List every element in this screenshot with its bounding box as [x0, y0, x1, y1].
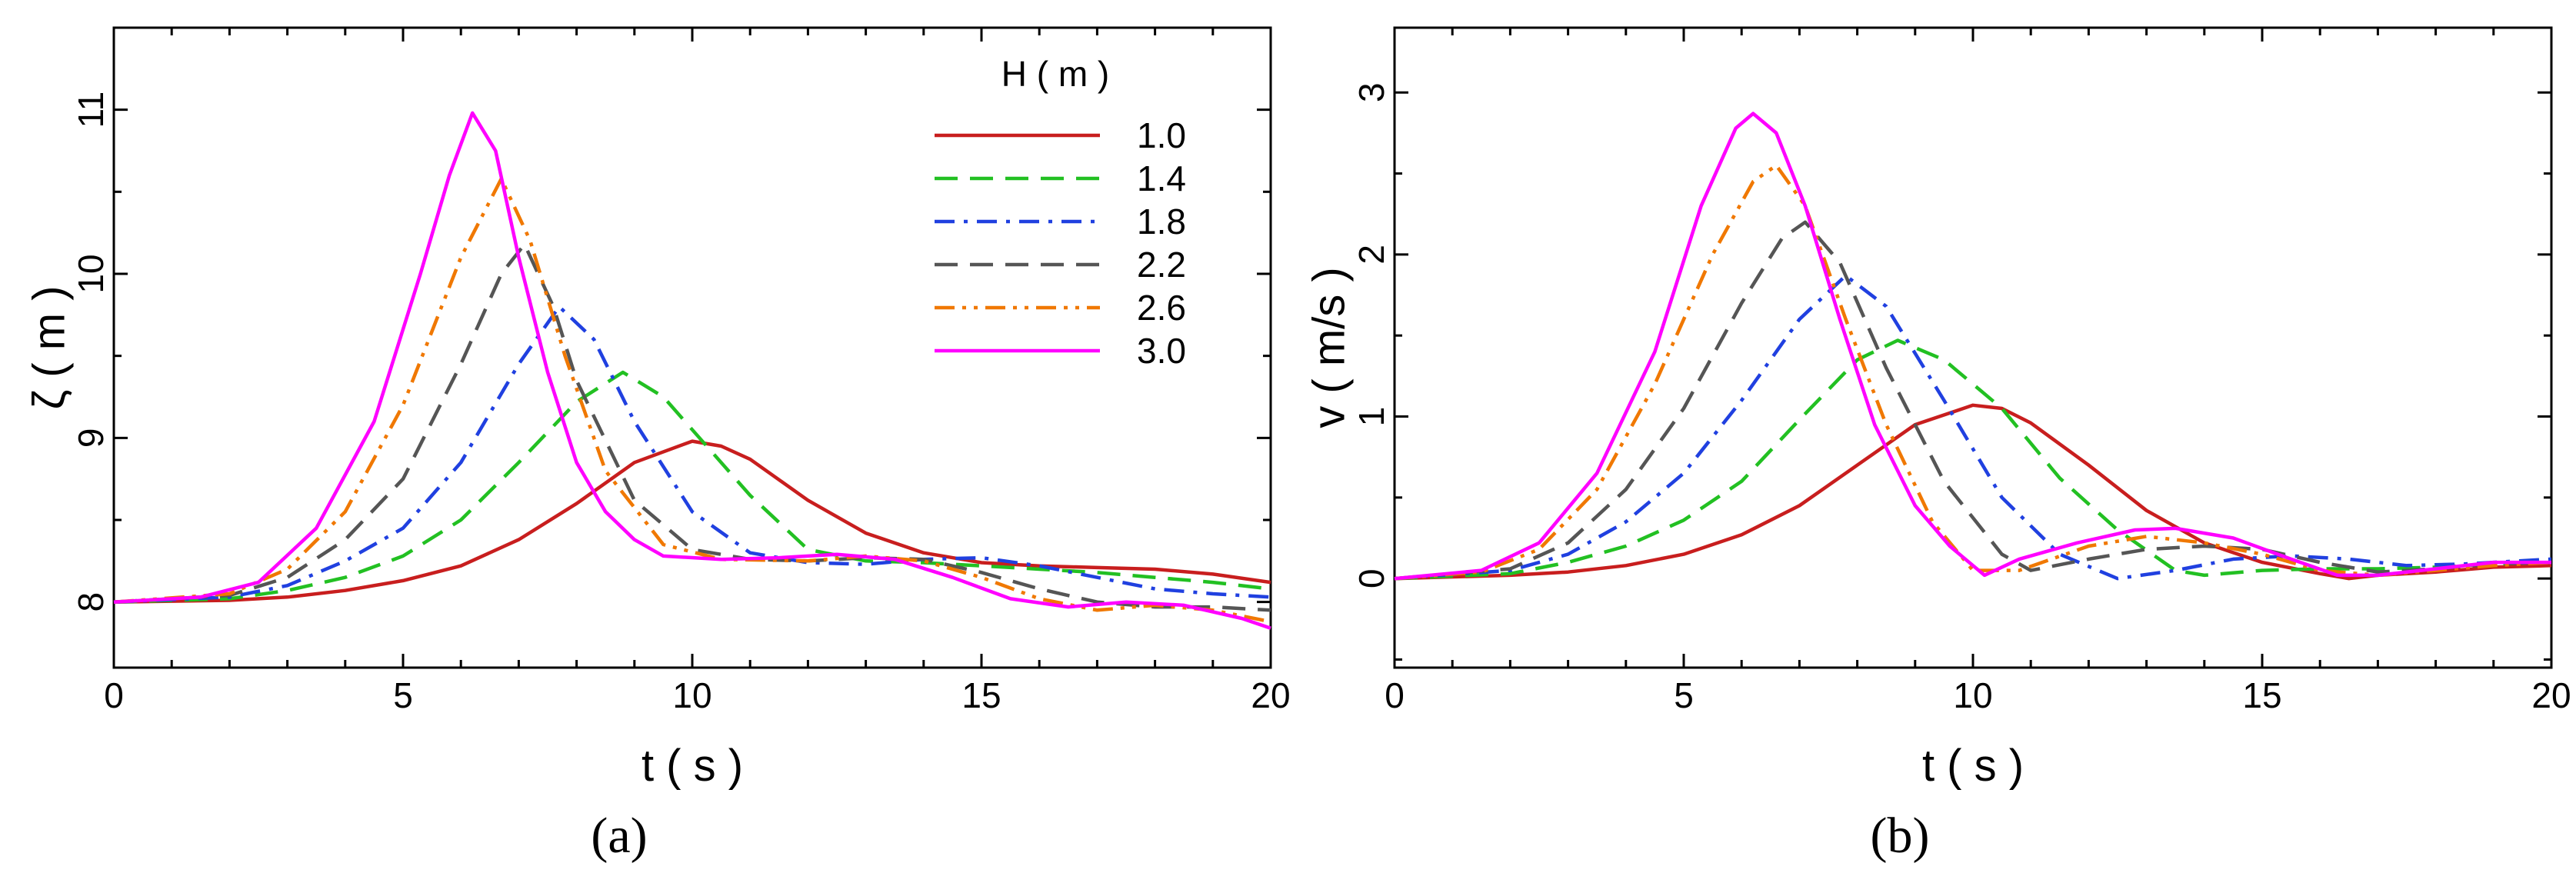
y-tick-label: 2 [1351, 245, 1391, 265]
panel-label: (a) [591, 808, 647, 864]
panel-label: (b) [1871, 808, 1930, 864]
x-tick-label: 0 [104, 675, 124, 715]
y-tick-label: 8 [71, 592, 111, 612]
legend-title: H ( m ) [1001, 54, 1110, 94]
series-line-H-2.6 [113, 177, 1271, 624]
y-axis-title: ζ ( m ) [25, 286, 75, 410]
series-line-H-2.2 [113, 242, 1271, 612]
y-tick-label: 10 [71, 254, 111, 293]
x-tick-label: 20 [2531, 675, 2571, 715]
y-tick-label: 9 [71, 428, 111, 448]
y-tick-label: 11 [71, 92, 111, 128]
x-axis-title: t ( s ) [1922, 741, 2024, 791]
x-tick-label: 5 [1674, 675, 1694, 715]
x-tick-label: 20 [1251, 675, 1290, 715]
legend-label: 3.0 [1137, 331, 1186, 371]
series-line-H-2.2 [1394, 220, 2552, 581]
series-line-H-1.0 [113, 439, 1271, 604]
panel-b-chart: 0 5 10 15 20 0 1 2 3 t ( s ) v ( m/s ) (b) [1305, 26, 2571, 864]
legend-label: 2.2 [1137, 245, 1186, 285]
x-tick-label: 0 [1385, 675, 1405, 715]
y-tick-label: 3 [1351, 82, 1391, 102]
x-tick-label: 10 [1953, 675, 1992, 715]
series-line-H-3.0 [1394, 112, 2551, 581]
legend-label: 2.6 [1137, 288, 1186, 328]
x-tick-label: 15 [2242, 675, 2281, 715]
legend-label: 1.0 [1137, 115, 1186, 155]
y-tick-label: 0 [1351, 568, 1391, 588]
series-line-H-1.4 [1394, 338, 2552, 581]
legend-label: 1.8 [1137, 202, 1186, 242]
legend: H ( m ) 1.01.41.82.22.63.0 [935, 54, 1186, 371]
series-line-H-2.6 [1394, 163, 2552, 581]
legend-label: 1.4 [1137, 158, 1186, 198]
series-line-H-1.8 [113, 305, 1271, 604]
x-tick-label: 5 [393, 675, 413, 715]
series-line-H-1.4 [113, 370, 1271, 604]
series-line-H-3.0 [113, 111, 1271, 630]
panel-a-chart: 0 5 10 15 20 8 9 10 11 t ( s ) ζ ( m ) (a) [25, 26, 1291, 864]
series-line-H-1.8 [1394, 274, 2552, 581]
y-tick-label: 1 [1351, 407, 1391, 427]
x-tick-label: 10 [672, 675, 711, 715]
x-axis-title: t ( s ) [642, 741, 743, 791]
x-tick-label: 15 [961, 675, 1001, 715]
y-axis-title: v ( m/s ) [1305, 267, 1355, 428]
